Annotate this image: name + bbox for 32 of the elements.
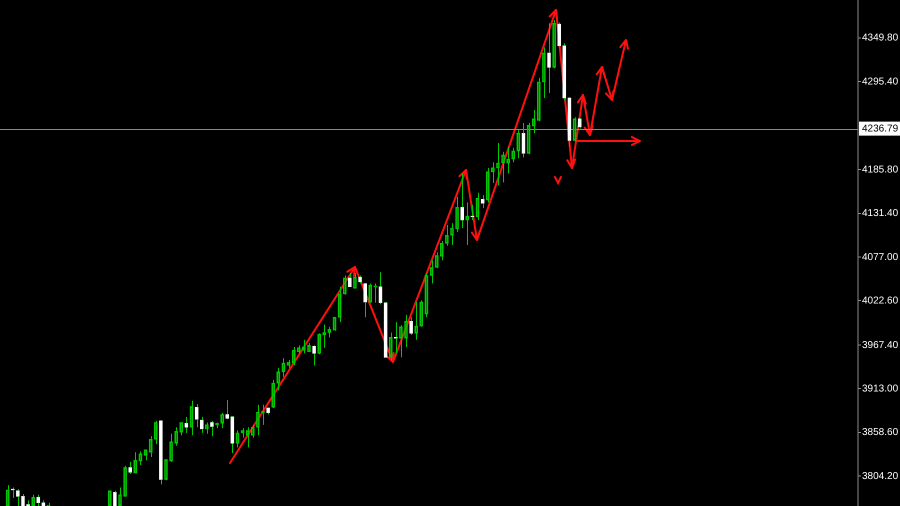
ref-line-label: 4236.79: [862, 123, 899, 134]
candlestick: [384, 301, 388, 358]
y-tick-label: 3913.00: [862, 383, 899, 394]
candlestick: [10, 487, 15, 498]
y-tick-label: 4077.00: [862, 252, 899, 263]
candlestick: [568, 96, 572, 148]
candlestick: [562, 42, 566, 101]
candlestick: [230, 416, 234, 454]
candlestick: [113, 490, 117, 506]
candlestick: [363, 283, 367, 318]
candlestick: [470, 204, 474, 221]
y-tick-label: 4131.40: [862, 208, 899, 220]
y-tick-label: 4295.40: [862, 76, 899, 88]
candlestick: [200, 416, 204, 434]
y-tick-label: 4349.80: [862, 32, 899, 44]
y-tick-label: 4022.60: [862, 295, 899, 306]
y-tick-label: 4185.80: [862, 164, 899, 176]
candlestick: [378, 272, 382, 305]
candlestick: [358, 274, 362, 284]
candlestick: [266, 406, 270, 415]
candlestick: [547, 22, 551, 94]
candlestick: [21, 493, 25, 506]
y-tick-label: 3858.60: [862, 427, 899, 438]
candlestick: [348, 272, 352, 288]
candlestick: [159, 420, 163, 485]
candlestick: [210, 420, 214, 437]
candlestick: [225, 399, 230, 420]
candlestick: [128, 461, 132, 474]
y-tick-label: 3804.20: [862, 470, 899, 482]
candlestick: [522, 122, 526, 158]
y-tick-label: 3967.40: [862, 340, 899, 351]
candlestick: [42, 500, 46, 506]
